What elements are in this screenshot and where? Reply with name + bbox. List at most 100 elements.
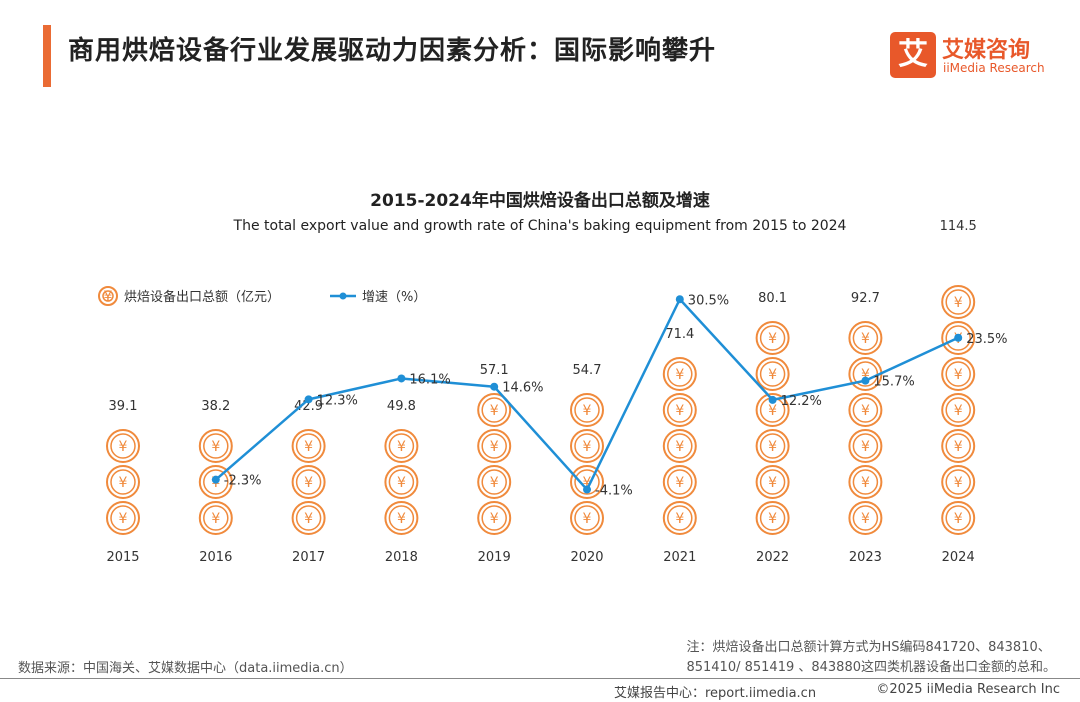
legend-bar-icon: ¥ — [98, 286, 118, 306]
bar-coin-2023: ¥ — [848, 501, 883, 535]
bar-coin-2020: ¥ — [570, 501, 604, 535]
brand-logo: 艾 艾媒咨询 iiMedia Research — [890, 32, 1060, 80]
bar-coin-2022: ¥ — [755, 465, 790, 499]
bar-coin-2024: ¥ — [941, 285, 976, 319]
growth-label: 16.1% — [409, 372, 450, 387]
bar-coin-2015: ¥ — [106, 501, 140, 535]
growth-point — [768, 395, 777, 404]
svg-text:¥: ¥ — [490, 475, 499, 491]
bar-value-label: 114.5 — [940, 219, 977, 234]
svg-text:¥: ¥ — [119, 511, 128, 527]
growth-point — [397, 374, 406, 383]
svg-text:¥: ¥ — [675, 511, 684, 527]
svg-text:¥: ¥ — [583, 439, 592, 455]
bar-value-label: 49.8 — [387, 399, 416, 414]
svg-text:¥: ¥ — [490, 511, 499, 527]
svg-text:¥: ¥ — [104, 289, 113, 305]
growth-label: 12.3% — [317, 393, 358, 408]
bar-coin-2023: ¥ — [848, 321, 883, 355]
svg-text:¥: ¥ — [954, 295, 963, 311]
growth-label: 30.5% — [688, 293, 729, 308]
chart-title: 2015-2024年中国烘焙设备出口总额及增速 — [370, 191, 710, 211]
bar-coin-2017: ¥ — [291, 465, 326, 499]
logo-name-cn: 艾媒咨询 — [942, 38, 1031, 63]
svg-text:¥: ¥ — [119, 475, 128, 491]
growth-label: 12.2% — [781, 394, 822, 409]
growth-point — [861, 376, 870, 385]
footer-divider — [0, 678, 1080, 679]
svg-text:¥: ¥ — [675, 439, 684, 455]
note-line: 注：烘焙设备出口总额计算方式为HS编码841720、843810、 — [686, 640, 1051, 655]
svg-text:¥: ¥ — [211, 511, 220, 527]
svg-text:¥: ¥ — [490, 439, 499, 455]
svg-text:¥: ¥ — [954, 475, 963, 491]
svg-text:¥: ¥ — [861, 367, 870, 383]
bar-coin-2019: ¥ — [477, 393, 512, 427]
x-tick-label: 2015 — [106, 550, 139, 565]
x-tick-label: 2024 — [942, 550, 975, 565]
note-line: 851410/ 851419 、843880这四类机器设备出口金额的总和。 — [686, 660, 1056, 675]
svg-text:¥: ¥ — [768, 511, 777, 527]
bar-coin-2015: ¥ — [106, 465, 140, 499]
x-tick-label: 2022 — [756, 550, 789, 565]
bar-coin-2023: ¥ — [848, 465, 883, 499]
svg-text:¥: ¥ — [583, 475, 592, 491]
bar-value-label: 38.2 — [201, 399, 230, 414]
bar-coin-2021: ¥ — [662, 465, 697, 499]
title-accent-bar — [43, 25, 51, 87]
svg-text:¥: ¥ — [119, 439, 128, 455]
data-source: 数据来源：中国海关、艾媒数据中心（data.iimedia.cn） — [18, 661, 353, 676]
bar-value-label: 57.1 — [480, 363, 509, 378]
svg-text:¥: ¥ — [583, 511, 592, 527]
footer-report-link[interactable]: 艾媒报告中心：report.iimedia.cn — [614, 686, 817, 701]
logo-mark-icon: 艾 — [890, 32, 936, 78]
bar-coin-2021: ¥ — [662, 429, 697, 463]
chart-subtitle: The total export value and growth rate o… — [233, 218, 847, 234]
bar-coin-2024: ¥ — [941, 357, 976, 391]
bar-coin-2018: ¥ — [384, 501, 419, 535]
bar-coin-2024: ¥ — [941, 429, 976, 463]
bar-coin-2017: ¥ — [291, 429, 326, 463]
bar-coin-2019: ¥ — [477, 465, 512, 499]
bar-coin-2017: ¥ — [291, 501, 326, 535]
growth-point — [304, 395, 313, 404]
x-tick-label: 2017 — [292, 550, 325, 565]
bar-coin-2022: ¥ — [755, 501, 790, 535]
bar-coin-2021: ¥ — [662, 357, 697, 391]
x-tick-label: 2020 — [570, 550, 603, 565]
bar-coin-2022: ¥ — [755, 357, 790, 391]
bar-coin-2021: ¥ — [662, 501, 697, 535]
bar-coin-2016: ¥ — [198, 429, 233, 463]
bar-coin-2022: ¥ — [755, 429, 790, 463]
svg-text:¥: ¥ — [304, 511, 313, 527]
svg-text:¥: ¥ — [861, 331, 870, 347]
growth-label: -2.3% — [224, 474, 262, 489]
x-tick-label: 2018 — [385, 550, 418, 565]
bar-coin-2022: ¥ — [755, 321, 790, 355]
svg-text:¥: ¥ — [304, 439, 313, 455]
growth-label: 15.7% — [873, 375, 914, 390]
svg-text:¥: ¥ — [675, 367, 684, 383]
logo-name-en: iiMedia Research — [943, 61, 1045, 75]
svg-text:¥: ¥ — [397, 475, 406, 491]
svg-text:¥: ¥ — [861, 475, 870, 491]
svg-text:¥: ¥ — [768, 367, 777, 383]
svg-text:¥: ¥ — [583, 403, 592, 419]
chart-note: 注：烘焙设备出口总额计算方式为HS编码841720、843810、 851410… — [686, 638, 1056, 678]
svg-text:¥: ¥ — [861, 511, 870, 527]
growth-point — [211, 475, 220, 484]
bar-coin-2022: ¥ — [755, 393, 790, 427]
svg-text:¥: ¥ — [861, 403, 870, 419]
growth-label: -4.1% — [595, 484, 633, 499]
svg-text:¥: ¥ — [397, 511, 406, 527]
bar-coin-2019: ¥ — [477, 501, 512, 535]
bar-coin-2023: ¥ — [848, 429, 883, 463]
bar-coin-2020: ¥ — [570, 429, 604, 463]
svg-text:¥: ¥ — [304, 475, 313, 491]
bar-coin-2018: ¥ — [384, 429, 419, 463]
svg-text:¥: ¥ — [861, 439, 870, 455]
growth-point — [954, 333, 963, 342]
growth-point — [675, 295, 684, 304]
svg-text:¥: ¥ — [954, 367, 963, 383]
legend-bar-label: 烘焙设备出口总额（亿元） — [124, 289, 280, 305]
